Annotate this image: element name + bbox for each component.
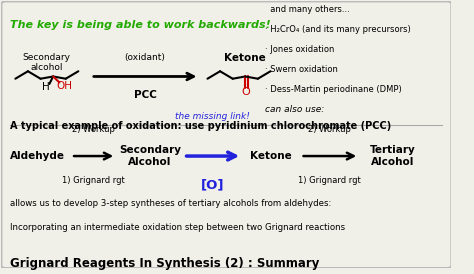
Text: The key is being able to work backwards!: The key is being able to work backwards!: [10, 20, 271, 30]
Text: · H₂CrO₄ (and its many precursors): · H₂CrO₄ (and its many precursors): [264, 25, 410, 35]
Text: O: O: [241, 87, 250, 97]
Text: Ketone: Ketone: [224, 53, 266, 62]
Text: Secondary
alcohol: Secondary alcohol: [23, 53, 71, 72]
Text: 1) Grignard rgt: 1) Grignard rgt: [62, 176, 125, 185]
FancyBboxPatch shape: [1, 1, 451, 268]
Text: can also use:: can also use:: [264, 105, 324, 114]
Text: allows us to develop 3-step syntheses of tertiary alcohols from aldehydes:: allows us to develop 3-step syntheses of…: [10, 199, 332, 208]
Text: (oxidant): (oxidant): [125, 53, 165, 62]
Text: Ketone: Ketone: [250, 151, 292, 161]
Text: Tertiary
Alcohol: Tertiary Alcohol: [370, 145, 416, 167]
Text: Secondary
Alcohol: Secondary Alcohol: [119, 145, 181, 167]
Text: [O]: [O]: [201, 179, 225, 192]
Text: Aldehyde: Aldehyde: [10, 151, 65, 161]
Text: · Swern oxidation: · Swern oxidation: [264, 65, 337, 74]
Text: Grignard Reagents In Synthesis (2) : Summary: Grignard Reagents In Synthesis (2) : Sum…: [10, 257, 320, 270]
Text: 2) Workup: 2) Workup: [309, 125, 351, 134]
Text: PCC: PCC: [134, 90, 156, 100]
Text: the missing link!: the missing link!: [175, 112, 250, 121]
Text: A typical example of oxidation: use pyridinium chlorochromate (PCC): A typical example of oxidation: use pyri…: [10, 121, 392, 132]
Text: · Jones oxidation: · Jones oxidation: [264, 45, 334, 54]
Text: Incorporating an intermediate oxidation step between two Grignard reactions: Incorporating an intermediate oxidation …: [10, 223, 346, 232]
Text: · Dess-Martin periodinane (DMP): · Dess-Martin periodinane (DMP): [264, 85, 401, 94]
Text: 1) Grignard rgt: 1) Grignard rgt: [299, 176, 361, 185]
Text: H: H: [42, 82, 49, 92]
Text: 2) Workup: 2) Workup: [72, 125, 115, 134]
Text: OH: OH: [56, 81, 73, 91]
Text: and many others...: and many others...: [264, 5, 349, 15]
